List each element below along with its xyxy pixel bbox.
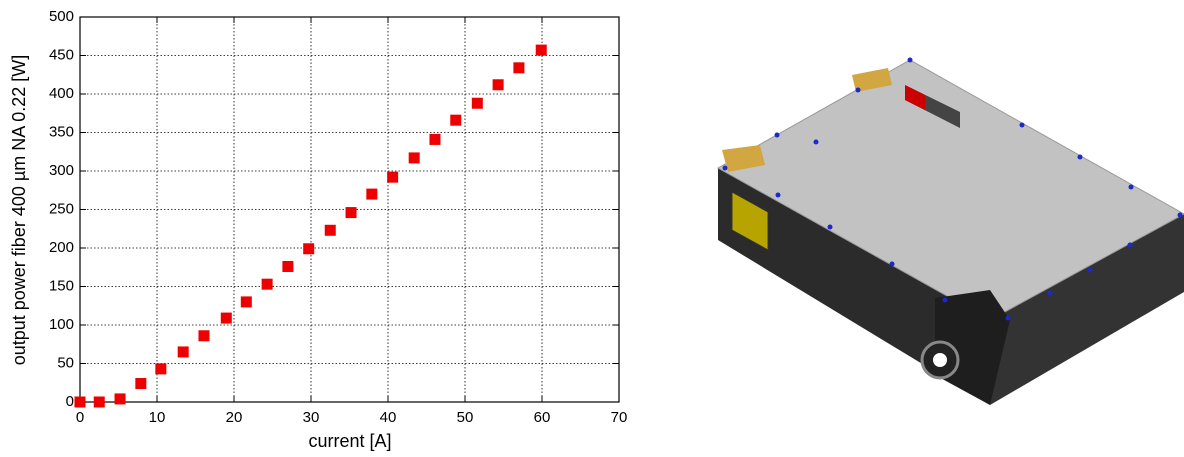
y-tick-label: 300: [49, 162, 74, 179]
point: [471, 97, 483, 109]
y-tick-label: 150: [49, 277, 74, 294]
y-tick-label: 50: [57, 354, 74, 371]
point: [282, 260, 294, 272]
warning-label: [731, 191, 769, 251]
point: [535, 44, 547, 56]
point: [513, 62, 525, 74]
point: [345, 207, 357, 219]
point: [135, 378, 147, 390]
point: [429, 133, 441, 145]
y-tick-label: 200: [49, 239, 74, 256]
logo: [905, 85, 925, 110]
x-tick-label: 60: [534, 409, 551, 426]
x-tick-label: 20: [226, 409, 243, 426]
point: [93, 396, 105, 408]
point: [450, 114, 462, 126]
y-tick-label: 100: [49, 316, 74, 333]
y-tick-label: 500: [49, 8, 74, 25]
point: [303, 243, 315, 255]
x-tick-label: 10: [149, 409, 166, 426]
x-tick-label: 40: [380, 409, 397, 426]
point: [198, 330, 210, 342]
connector: [722, 145, 765, 172]
point: [387, 171, 399, 183]
y-tick-label: 0: [66, 393, 74, 410]
point: [408, 152, 420, 164]
module-front: [990, 214, 1184, 405]
module-side: [718, 168, 990, 405]
point: [492, 79, 504, 91]
y-axis-title: output power fiber 400 µm NA 0.22 [W]: [9, 55, 29, 366]
point: [366, 188, 378, 200]
x-tick-label: 30: [303, 409, 320, 426]
plot-frame: [79, 16, 620, 403]
point: [114, 393, 126, 405]
connector: [852, 68, 892, 92]
point: [74, 396, 86, 408]
point: [220, 312, 232, 324]
product-illustration: [716, 57, 1184, 405]
x-tick-label: 70: [611, 409, 628, 426]
point: [240, 296, 252, 308]
x-tick-label: 50: [457, 409, 474, 426]
x-tick-label: 0: [76, 409, 84, 426]
module-top: [716, 59, 1184, 321]
point: [324, 224, 336, 236]
fiber-mount: [935, 290, 1010, 405]
fiber-port-center: [933, 353, 947, 367]
point: [261, 278, 273, 290]
y-tick-label: 250: [49, 200, 74, 217]
point: [177, 346, 189, 358]
point: [155, 363, 167, 375]
x-axis-title: current [A]: [308, 431, 391, 451]
y-tick-label: 450: [49, 46, 74, 63]
y-tick-label: 400: [49, 85, 74, 102]
screws: [722, 57, 1183, 321]
y-tick-label: 350: [49, 123, 74, 140]
